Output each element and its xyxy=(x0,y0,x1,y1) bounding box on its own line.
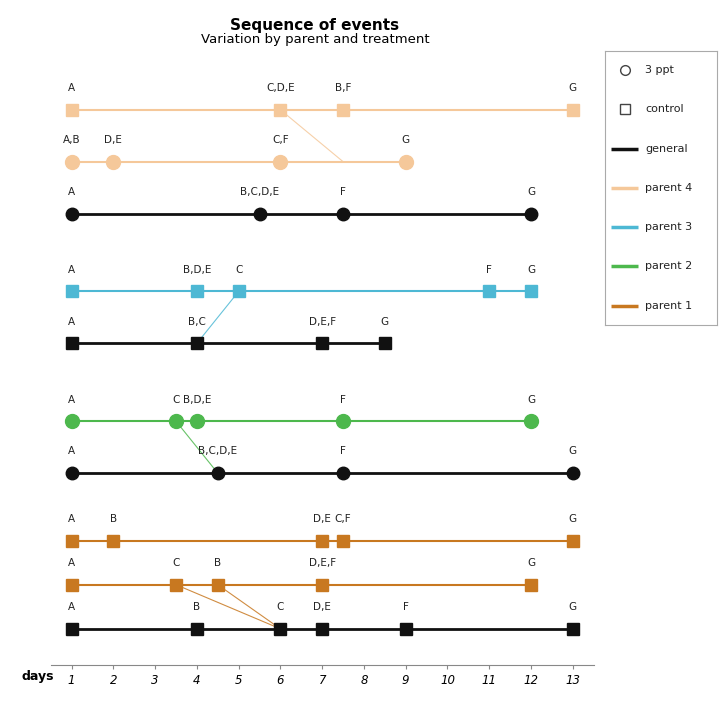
Text: G: G xyxy=(569,83,577,93)
Text: G: G xyxy=(569,602,577,612)
Text: G: G xyxy=(402,135,410,145)
Text: F: F xyxy=(403,602,408,612)
Text: F: F xyxy=(340,395,346,405)
Text: Variation by parent and treatment: Variation by parent and treatment xyxy=(201,33,429,46)
Text: D,E: D,E xyxy=(313,602,331,612)
Text: Sequence of events: Sequence of events xyxy=(230,18,400,33)
Text: B: B xyxy=(193,602,201,612)
Text: C,F: C,F xyxy=(272,135,289,145)
Text: C,D,E: C,D,E xyxy=(266,83,295,93)
Text: parent 2: parent 2 xyxy=(645,262,692,271)
Text: A: A xyxy=(68,187,75,197)
Text: B,C: B,C xyxy=(188,317,206,327)
Text: A: A xyxy=(68,514,75,524)
Text: C: C xyxy=(172,558,180,568)
Text: parent 4: parent 4 xyxy=(645,183,692,193)
Text: G: G xyxy=(381,317,389,327)
Text: days: days xyxy=(22,669,54,683)
Text: G: G xyxy=(527,187,535,197)
Text: B: B xyxy=(110,514,117,524)
Text: A: A xyxy=(68,602,75,612)
Text: F: F xyxy=(487,265,492,275)
Text: B,C,D,E: B,C,D,E xyxy=(240,187,279,197)
Text: D,E,F: D,E,F xyxy=(308,558,336,568)
Text: A: A xyxy=(68,83,75,93)
Text: B,F: B,F xyxy=(335,83,351,93)
Text: C,F: C,F xyxy=(334,514,351,524)
Text: G: G xyxy=(527,265,535,275)
Text: parent 1: parent 1 xyxy=(645,301,692,311)
Text: C: C xyxy=(235,265,243,275)
Text: D,E,F: D,E,F xyxy=(308,317,336,327)
Text: C: C xyxy=(172,395,180,405)
Text: A,B: A,B xyxy=(63,135,80,145)
Text: A: A xyxy=(68,317,75,327)
Text: G: G xyxy=(569,447,577,456)
Text: control: control xyxy=(645,105,683,114)
Text: F: F xyxy=(340,187,346,197)
Text: B,C,D,E: B,C,D,E xyxy=(198,447,237,456)
Text: A: A xyxy=(68,265,75,275)
Text: B,D,E: B,D,E xyxy=(182,395,211,405)
Text: G: G xyxy=(569,514,577,524)
Text: general: general xyxy=(645,144,688,154)
Text: A: A xyxy=(68,447,75,456)
Text: G: G xyxy=(527,395,535,405)
Text: 3 ppt: 3 ppt xyxy=(645,65,674,75)
Text: parent 3: parent 3 xyxy=(645,222,692,232)
Text: F: F xyxy=(340,447,346,456)
Text: G: G xyxy=(527,558,535,568)
Text: B: B xyxy=(214,558,222,568)
Text: A: A xyxy=(68,558,75,568)
Text: A: A xyxy=(68,395,75,405)
Text: D,E: D,E xyxy=(104,135,122,145)
Text: B,D,E: B,D,E xyxy=(182,265,211,275)
Text: D,E: D,E xyxy=(313,514,331,524)
Text: C: C xyxy=(277,602,284,612)
